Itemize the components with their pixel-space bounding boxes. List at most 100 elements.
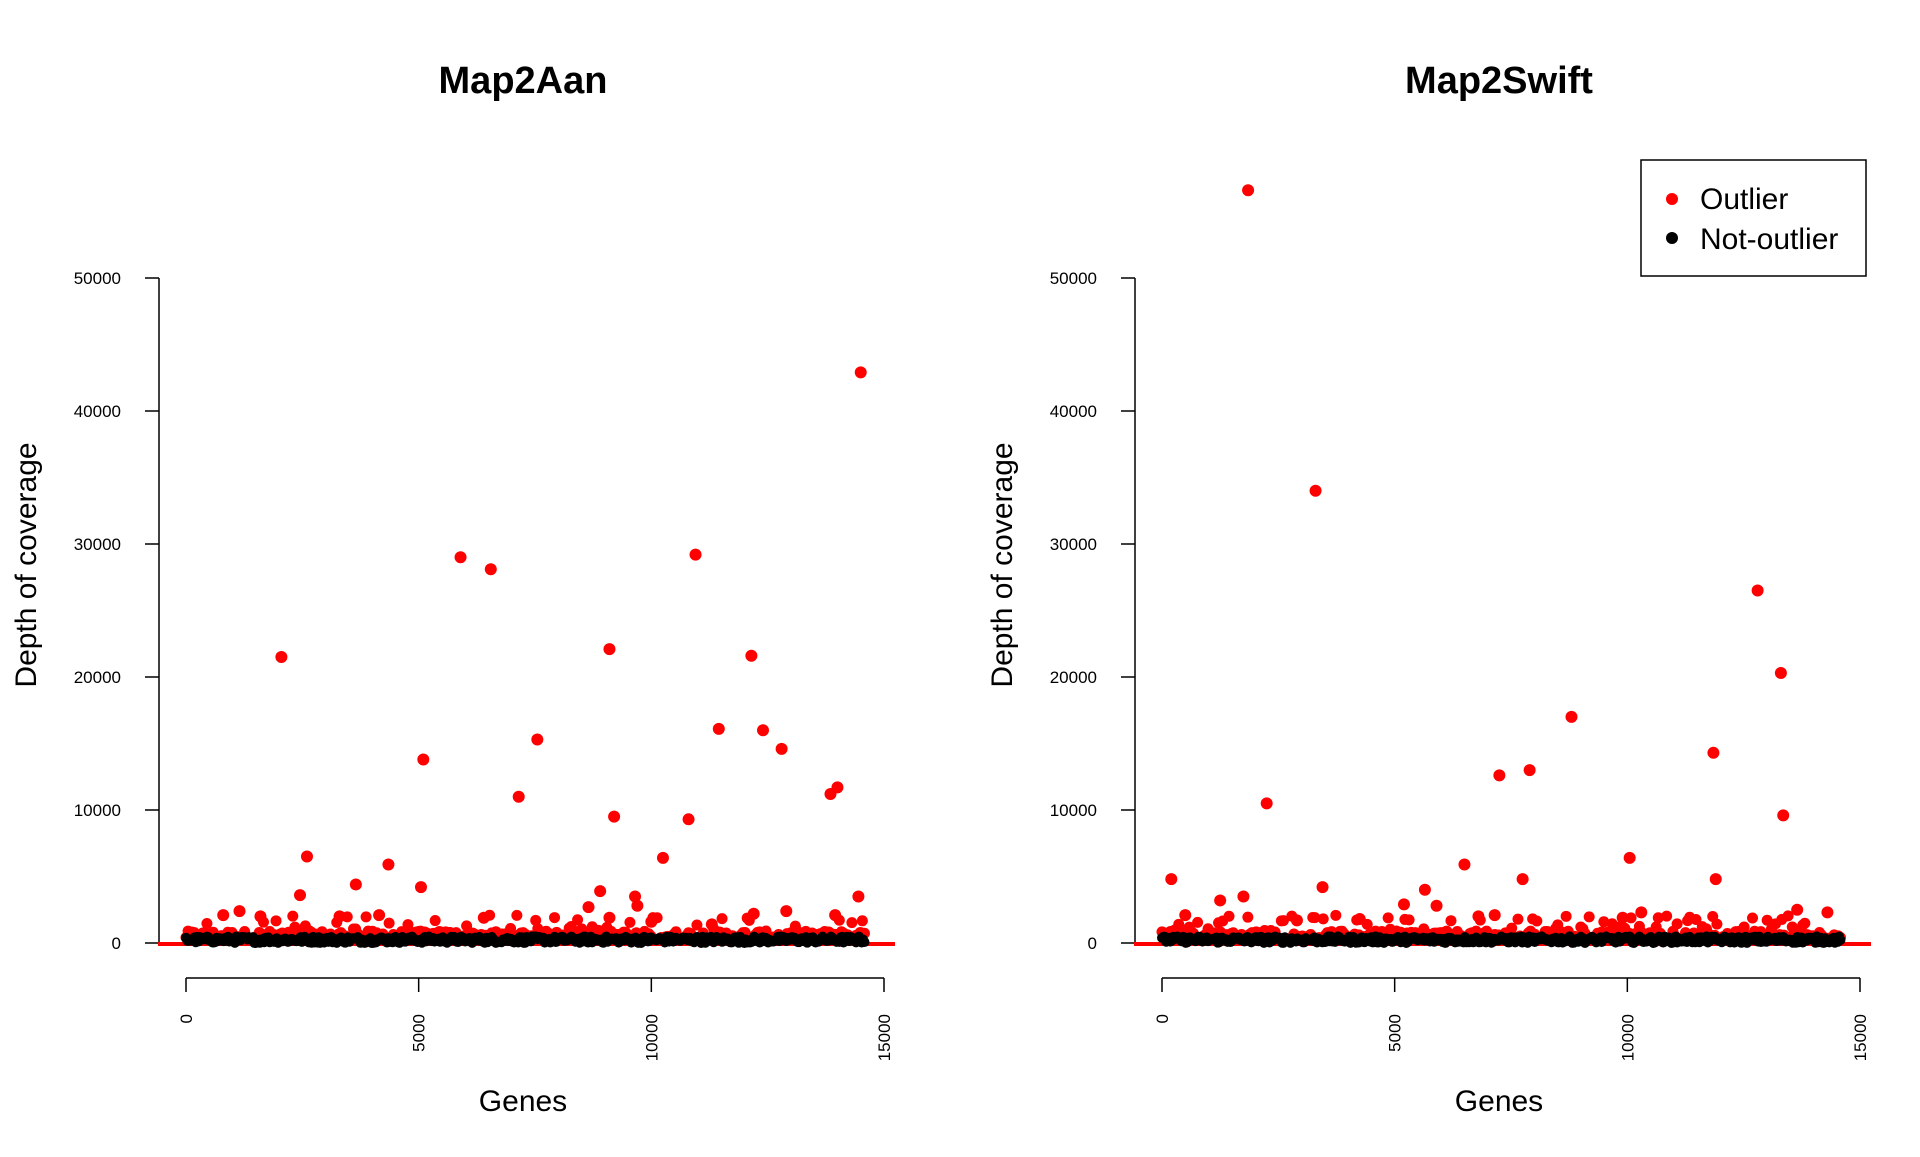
data-point-outlier-band: [1598, 916, 1610, 928]
y-tick-label: 10000: [74, 801, 121, 820]
data-point-outlier: [414, 881, 427, 894]
data-point-outlier: [1214, 894, 1227, 907]
data-point-outlier: [1237, 890, 1250, 903]
data-point-outlier: [745, 649, 758, 662]
data-point-outlier: [582, 901, 595, 914]
data-point-outlier: [712, 722, 725, 735]
data-point-outlier: [1309, 484, 1322, 497]
data-point-outlier-band: [1382, 912, 1394, 924]
x-tick-label: 0: [177, 1014, 196, 1023]
y-tick-label: 30000: [74, 535, 121, 554]
legend-label-not-outlier: Not-outlier: [1700, 223, 1838, 256]
data-point-outlier-band: [360, 911, 372, 923]
data-point-outlier-band: [1761, 914, 1773, 926]
y-tick-label: 50000: [1050, 269, 1097, 288]
data-point-outlier: [1397, 898, 1410, 911]
data-point-outlier-band: [1317, 913, 1329, 925]
data-point-outlier-band: [287, 910, 299, 922]
data-point-outlier-band: [1309, 912, 1321, 924]
data-point-outlier: [629, 890, 642, 903]
data-point-outlier: [1290, 914, 1303, 927]
data-point-outlier: [217, 909, 230, 922]
data-point-outlier: [1353, 913, 1366, 926]
data-point-outlier: [349, 878, 362, 891]
data-point-outlier: [300, 850, 313, 863]
y-tick-label: 20000: [74, 668, 121, 687]
data-point-outlier-band: [1738, 921, 1750, 933]
data-point-outlier: [275, 651, 288, 664]
data-point-outlier: [1418, 883, 1431, 896]
data-point-outlier: [1709, 873, 1722, 886]
data-point-outlier-band: [1506, 922, 1518, 934]
data-point-outlier: [852, 890, 865, 903]
data-point-outlier: [1751, 584, 1764, 597]
data-point-outlier: [531, 733, 544, 746]
data-point-outlier-band: [1671, 918, 1683, 930]
chart-title: Map2Aan: [439, 60, 608, 102]
y-axis: 0 10000 20000 30000 40000 50000: [1050, 269, 1136, 953]
x-tick-label: 0: [1153, 1014, 1172, 1023]
data-point-outlier-band: [1223, 910, 1235, 922]
data-point-outlier-band: [1330, 909, 1342, 921]
data-point-outlier: [333, 910, 346, 923]
data-point-outlier: [1458, 858, 1471, 871]
data-point-outlier: [645, 915, 658, 928]
data-point-outlier: [603, 643, 616, 656]
legend-label-outlier: Outlier: [1700, 183, 1788, 216]
data-point-outlier: [1488, 909, 1501, 922]
panel-map2swift: Map2Swift Genes Depth of coverage 0 10000…: [986, 60, 1871, 1118]
data-point-outlier: [1616, 911, 1629, 924]
data-point-outlier: [1493, 769, 1506, 782]
data-point-outlier-band: [846, 917, 858, 929]
outlier-points: [1165, 184, 1834, 927]
data-point-outlier: [484, 563, 497, 576]
y-tick-label: 0: [1088, 934, 1097, 953]
data-point-outlier: [1430, 899, 1443, 912]
data-point-outlier-band: [1173, 918, 1185, 930]
data-point-outlier: [1472, 910, 1485, 923]
x-tick-label: 5000: [410, 1014, 429, 1052]
data-point-outlier-band: [1711, 918, 1723, 930]
legend-marker-outlier: [1666, 193, 1678, 205]
data-point-outlier: [1316, 881, 1329, 894]
data-point-outlier: [775, 742, 788, 755]
data-point-not-outlier: [1835, 934, 1846, 945]
data-point-outlier: [608, 810, 621, 823]
data-point-not-outlier: [859, 937, 870, 948]
data-point-outlier-band: [383, 917, 395, 929]
data-point-outlier-band: [1583, 911, 1595, 923]
data-point-outlier: [747, 907, 760, 920]
y-axis: 0 10000 20000 30000 40000 50000: [74, 269, 160, 953]
legend: Outlier Not-outlier: [1640, 159, 1867, 277]
data-point-outlier-band: [624, 916, 636, 928]
data-point-outlier: [1791, 903, 1804, 916]
y-tick-label: 50000: [74, 269, 121, 288]
data-point-outlier: [477, 911, 490, 924]
data-point-outlier: [831, 781, 844, 794]
data-point-outlier-band: [716, 913, 728, 925]
data-point-outlier-band: [201, 918, 213, 930]
data-point-outlier: [382, 858, 395, 871]
y-tick-label: 40000: [74, 402, 121, 421]
data-point-outlier: [689, 548, 702, 561]
data-point-outlier-band: [511, 909, 523, 921]
data-point-outlier: [1516, 873, 1529, 886]
data-point-outlier-band: [429, 915, 441, 927]
data-point-outlier: [233, 905, 246, 918]
x-axis-label: Genes: [479, 1085, 567, 1118]
data-point-outlier-band: [1661, 910, 1673, 922]
data-point-outlier: [373, 909, 386, 922]
x-tick-label: 15000: [1851, 1014, 1870, 1061]
data-point-outlier: [254, 910, 267, 923]
data-point-outlier-band: [1560, 910, 1572, 922]
x-axis: 0 5000 10000 15000: [1153, 977, 1870, 1061]
data-point-outlier-band: [1192, 916, 1204, 928]
y-tick-label: 10000: [1050, 801, 1097, 820]
data-point-outlier-band: [1782, 910, 1794, 922]
y-tick-label: 20000: [1050, 668, 1097, 687]
data-point-outlier-band: [1747, 912, 1759, 924]
data-point-outlier: [1774, 667, 1787, 680]
outlier-points: [217, 366, 867, 931]
